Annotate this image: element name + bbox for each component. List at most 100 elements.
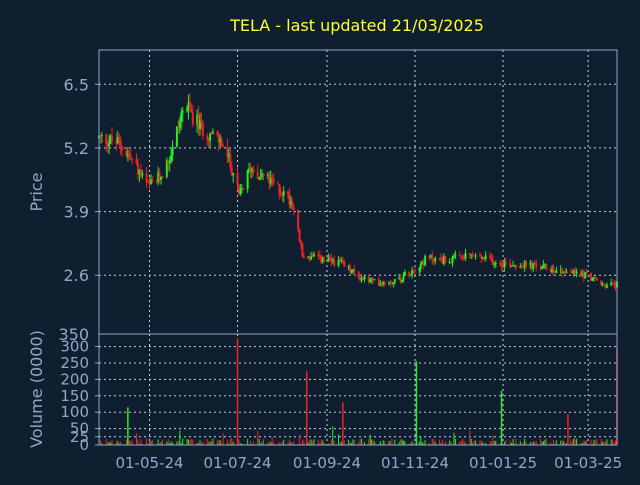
- volume-tick-label: 250: [60, 354, 89, 372]
- candle-down: [458, 255, 461, 257]
- candle-up: [551, 268, 554, 273]
- candle-down: [343, 261, 346, 267]
- candle-up: [337, 259, 340, 266]
- candle-down: [422, 261, 425, 266]
- candle-down: [499, 263, 502, 265]
- candle-up: [393, 279, 396, 283]
- candle-down: [483, 257, 486, 260]
- candle-down: [571, 271, 574, 274]
- candle-down: [210, 133, 213, 135]
- candle-down: [480, 255, 483, 259]
- candle-up: [219, 139, 222, 143]
- candle-down: [190, 109, 193, 112]
- candle-down: [500, 263, 503, 267]
- candle-up: [451, 256, 454, 263]
- candle-up: [259, 176, 262, 178]
- candle-up: [209, 133, 212, 141]
- candle-up: [327, 257, 330, 261]
- candle-down: [252, 168, 255, 173]
- price-candles: [98, 92, 618, 291]
- candle-up: [186, 109, 189, 111]
- candle-up: [565, 271, 568, 273]
- candle-up: [523, 261, 526, 268]
- candle-up: [409, 274, 412, 276]
- candle-up: [171, 146, 174, 156]
- candle-down: [119, 140, 122, 147]
- candle-down: [367, 276, 370, 282]
- candle-down: [139, 169, 142, 176]
- candle-up: [289, 200, 292, 205]
- candle-down: [539, 266, 542, 269]
- candle-up: [350, 271, 353, 273]
- candle-down: [535, 263, 538, 267]
- candle-up: [392, 282, 395, 284]
- candle-up: [211, 132, 214, 134]
- candle-down: [533, 262, 536, 264]
- candle-down: [353, 269, 356, 273]
- candle-up: [562, 272, 565, 274]
- candle-down: [161, 176, 164, 178]
- candle-down: [432, 260, 435, 262]
- candle-up: [592, 277, 595, 279]
- candle-down: [328, 257, 331, 259]
- candle-up: [494, 263, 497, 265]
- candle-down: [287, 191, 290, 195]
- candle-down: [520, 266, 523, 268]
- candle-up: [401, 279, 404, 282]
- volume-plot-frame: [98, 333, 618, 446]
- candle-down: [604, 284, 607, 288]
- candle-down: [530, 262, 533, 269]
- candle-up: [100, 135, 103, 137]
- candle-down: [341, 260, 344, 262]
- candle-up: [484, 255, 487, 260]
- candle-down: [279, 193, 282, 195]
- candle-down: [383, 281, 386, 284]
- candle-down: [292, 207, 295, 210]
- candle-down: [99, 135, 102, 137]
- candle-up: [601, 283, 604, 286]
- chart-title: TELA - last updated 21/03/2025: [229, 16, 484, 35]
- candle-up: [240, 188, 243, 190]
- candle-down: [271, 177, 274, 180]
- candle-down: [399, 277, 402, 282]
- candle-up: [572, 269, 575, 274]
- candle-up: [266, 174, 269, 176]
- candle-up: [312, 254, 315, 257]
- candle-down: [276, 183, 279, 185]
- candle-up: [398, 277, 401, 280]
- candle-up: [481, 257, 484, 259]
- candle-down: [380, 283, 383, 285]
- candle-up: [411, 270, 414, 275]
- candle-up: [421, 261, 424, 264]
- candle-down: [357, 272, 360, 278]
- candle-up: [360, 277, 363, 281]
- candle-down: [272, 179, 275, 184]
- candle-up: [448, 261, 451, 263]
- candle-up: [434, 257, 437, 262]
- candle-down: [412, 270, 415, 272]
- candle-up: [157, 172, 160, 182]
- candle-down: [222, 146, 225, 148]
- candle-down: [561, 269, 564, 273]
- candle-up: [419, 263, 422, 269]
- candle-down: [333, 260, 336, 266]
- candle-up: [532, 262, 535, 269]
- candle-up: [170, 155, 173, 162]
- candle-down: [151, 179, 154, 182]
- candle-up: [591, 278, 594, 281]
- candle-down: [431, 255, 434, 261]
- candle-down: [525, 261, 528, 266]
- candle-down: [291, 200, 294, 208]
- price-plot-frame: [98, 49, 618, 335]
- candle-down: [125, 150, 128, 157]
- candle-down: [129, 155, 132, 159]
- candle-up: [575, 271, 578, 274]
- candle-up: [540, 268, 543, 270]
- candle-up: [138, 169, 141, 175]
- candle-down: [362, 277, 365, 280]
- candle-down: [311, 256, 314, 258]
- candle-down: [594, 277, 597, 279]
- candle-up: [382, 281, 385, 285]
- candle-down: [450, 261, 453, 263]
- candle-down: [582, 273, 585, 279]
